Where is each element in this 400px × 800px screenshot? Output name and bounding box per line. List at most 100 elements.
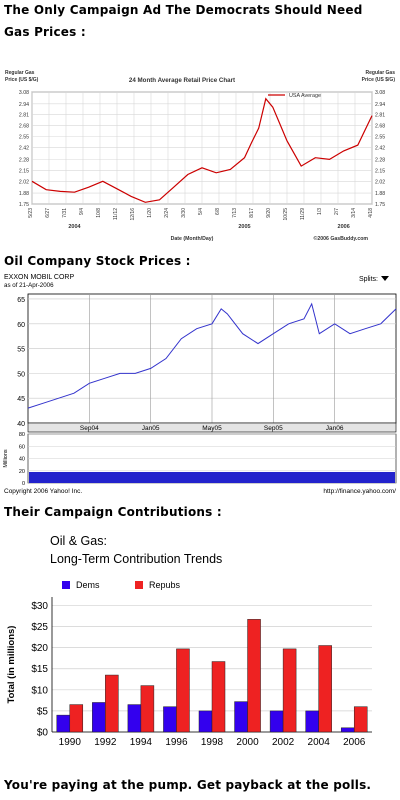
- gas-ytick-right: 2.15: [375, 168, 385, 174]
- oil-volume-label: Millions: [3, 449, 9, 468]
- gas-year-label: 2005: [238, 224, 250, 230]
- legend-label-repubs: Repubs: [149, 580, 181, 590]
- gas-ytick-left: 2.94: [19, 102, 29, 108]
- gas-ytick-left: 2.55: [19, 135, 29, 141]
- bar-repubs: [318, 645, 332, 733]
- oil-xtick-label: Sep04: [80, 425, 99, 432]
- legend-label-dems: Dems: [76, 580, 100, 590]
- bar-dems: [56, 714, 71, 733]
- gas-xtick-label: 9/4: [79, 208, 85, 215]
- headline-line2: Gas Prices :: [4, 25, 86, 39]
- gas-series-line: [31, 97, 373, 203]
- gas-xtick-label: 11/29: [300, 208, 306, 220]
- gas-ytick-right: 2.81: [375, 113, 385, 119]
- bar-repubs: [140, 685, 155, 733]
- bar-dems: [92, 702, 106, 733]
- gas-xtick-label: 10/8: [96, 208, 102, 218]
- gas-ytick-left: 1.75: [19, 202, 29, 208]
- gas-xtick-label: 6/8: [215, 208, 221, 215]
- gas-xtick-label: 7/13: [232, 208, 238, 218]
- oil-volume-bars: [29, 471, 395, 483]
- gas-price-chart: 3.08 3.08 2.94 2.94 2.81 2.81 2.68 2.68 2.55 2.55…: [0, 62, 400, 247]
- gas-xtick-label: 2/7: [334, 208, 340, 215]
- legend-swatch-repubs: [135, 581, 143, 589]
- bar-chart-title: Oil & Gas:: [50, 534, 107, 548]
- oil-ytick-label: 60: [17, 322, 25, 329]
- oil-source-link: http://finance.yahoo.com/: [323, 488, 396, 495]
- bar-xtick-label: 1998: [201, 737, 224, 748]
- oil-volume-tick: 80: [19, 432, 25, 438]
- oil-volume-tick: 0: [22, 481, 25, 487]
- gas-ytick-left: 2.02: [19, 179, 29, 185]
- contrib-heading: Their Campaign Contributions :: [4, 505, 222, 519]
- oil-xtick-label: Jan05: [142, 425, 160, 432]
- gas-xlabel: Date (Month/Day): [171, 236, 214, 242]
- gas-ylabel-right-2: Price (US $/G): [362, 77, 396, 83]
- gas-chart-title: 24 Month Average Retail Price Chart: [129, 77, 235, 84]
- contribution-svg: Oil & Gas: Long-Term Contribution Trends D…: [6, 534, 372, 748]
- gas-ytick-right: 2.55: [375, 135, 385, 141]
- bar-dems: [163, 706, 177, 733]
- bar-repubs: [105, 674, 119, 733]
- bar-ytick-label: $5: [37, 706, 49, 717]
- gas-xtick-label: 1/3: [317, 208, 323, 215]
- gas-ytick-right: 2.28: [375, 157, 385, 163]
- gas-ytick-left: 2.42: [19, 146, 29, 152]
- bar-ytick-label: $10: [31, 685, 48, 696]
- bar-xtick-label: 1990: [59, 737, 82, 748]
- bar-xtick-label: 1994: [130, 737, 153, 748]
- bar-ylabel: Total (in millions): [6, 626, 17, 704]
- bar-ytick-label: $25: [31, 622, 48, 633]
- gas-xtick-label: 11/12: [113, 208, 119, 220]
- gas-ytick-right: 1.75: [375, 202, 385, 208]
- bar-xtick-label: 2004: [308, 737, 331, 748]
- gas-ytick-right: 2.42: [375, 146, 385, 152]
- oil-ytick-label: 45: [17, 396, 25, 403]
- bar-xtick-label: 2000: [236, 737, 259, 748]
- oil-xtick-label: Sep05: [264, 425, 283, 432]
- gas-xtick-label: 5/4: [198, 208, 204, 215]
- gas-ytick-left: 2.15: [19, 168, 29, 174]
- bar-xtick-label: 2006: [343, 737, 366, 748]
- gas-xtick-label: 9/20: [266, 208, 272, 218]
- bar-repubs: [247, 619, 261, 733]
- bar-chart-subtitle: Long-Term Contribution Trends: [50, 552, 222, 566]
- gas-xtick-label: 2/24: [164, 208, 170, 218]
- bar-xtick-label: 1992: [94, 737, 117, 748]
- gas-ytick-right: 1.88: [375, 191, 385, 197]
- oil-stock-chart: EXXON MOBIL CORP as of 21-Apr-2006 Splits:…: [0, 270, 400, 502]
- bar-dems: [234, 701, 248, 733]
- gas-legend-label: USA Average: [289, 93, 321, 99]
- chevron-down-icon: [381, 276, 389, 281]
- gas-xtick-label: 3/14: [351, 208, 357, 218]
- oil-ytick-label: 65: [17, 297, 25, 304]
- gas-ylabel-left-2: Price (US $/G): [5, 77, 39, 83]
- gas-ytick-right: 2.02: [375, 179, 385, 185]
- gas-xtick-label: 8/17: [249, 208, 255, 218]
- gas-year-label: 2006: [338, 224, 350, 230]
- bar-dems: [127, 704, 142, 733]
- oil-volume-tick: 20: [19, 469, 25, 475]
- oil-ytick-label: 40: [17, 421, 25, 428]
- gas-ytick-right: 2.94: [375, 102, 385, 108]
- gas-credit: ©2006 GasBuddy.com: [314, 235, 369, 242]
- bar-dems: [305, 710, 319, 733]
- oil-xtick-label: May05: [202, 425, 222, 432]
- gas-xtick-label: 12/16: [130, 208, 136, 221]
- gas-ylabel-right: Regular Gas: [366, 70, 396, 76]
- gas-xtick-label: 4/18: [368, 208, 374, 218]
- gas-year-label: 2004: [68, 224, 81, 230]
- oil-volume-tick: 60: [19, 444, 25, 450]
- bar-dems: [198, 710, 213, 733]
- oil-volume-tick: 40: [19, 457, 25, 463]
- oil-ytick-label: 50: [17, 371, 25, 378]
- oil-heading: Oil Company Stock Prices :: [4, 254, 191, 268]
- bar-xtick-label: 1996: [165, 737, 188, 748]
- gas-ytick-left: 3.08: [19, 90, 29, 96]
- bar-ytick-label: $30: [31, 601, 48, 612]
- oil-company-name: EXXON MOBIL CORP: [4, 274, 74, 281]
- bar-xtick-label: 2002: [272, 737, 295, 748]
- gas-ytick-right: 2.68: [375, 124, 385, 130]
- gas-xtick-label: 1/20: [147, 208, 153, 218]
